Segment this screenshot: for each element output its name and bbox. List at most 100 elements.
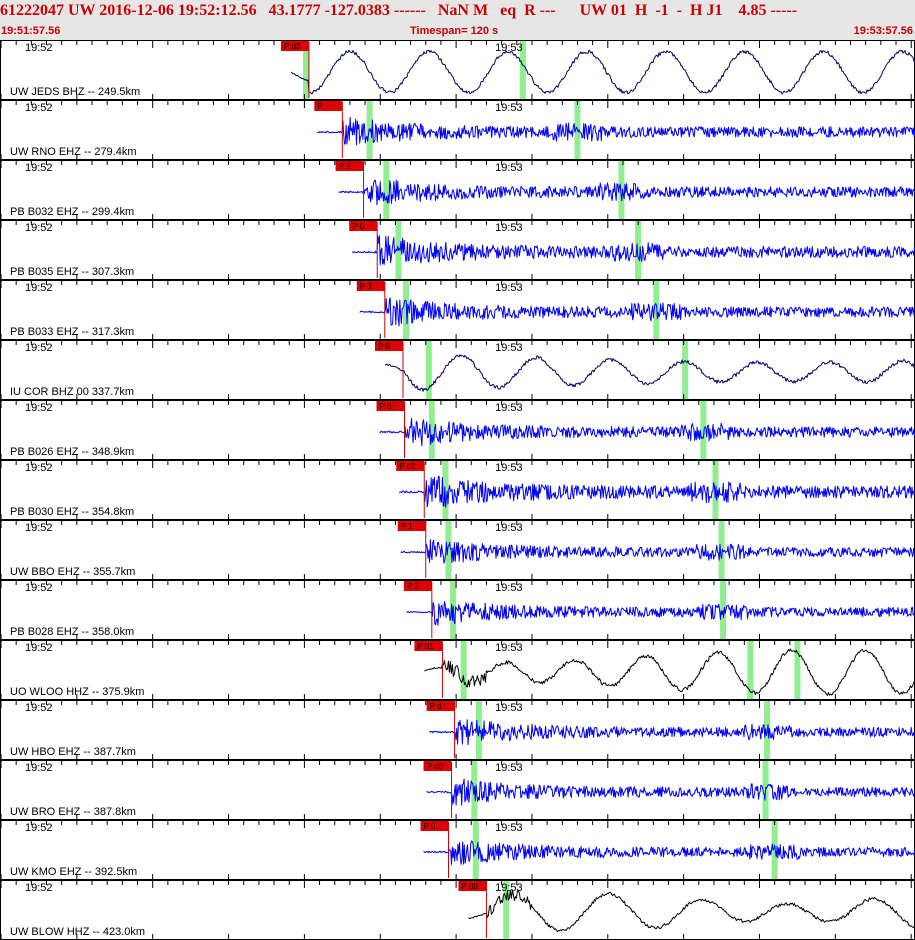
time-label-mid: 19:53 (495, 642, 523, 654)
station-label: UO WLOO HHZ -- 375.9km (10, 686, 144, 698)
station-label: PB B032 EHZ -- 299.4km (10, 206, 134, 218)
time-label-start: 19:52 (25, 162, 53, 174)
station-label: PB B028 EHZ -- 358.0km (10, 626, 134, 638)
time-label-mid: 19:53 (495, 702, 523, 714)
time-label-mid: 19:53 (495, 102, 523, 114)
time-label-start: 19:52 (25, 282, 53, 294)
waveform-trace (423, 840, 915, 865)
event-header: 61222047 UW 2016-12-06 19:52:12.56 43.17… (0, 0, 915, 41)
station-label: IU COR BHZ 00 337.7km (10, 386, 134, 398)
pick-label: P d1 (417, 642, 434, 651)
time-label-mid: 19:53 (495, 402, 523, 414)
phase-highlight (442, 461, 449, 519)
phase-highlight (747, 641, 754, 699)
trace-panel[interactable]: 19:52 19:53 P 2 PB B028 EHZ -- 358.0km (0, 580, 915, 640)
time-label-mid: 19:53 (495, 222, 523, 234)
trace-panel[interactable]: 19:52 19:53 P d UW HBO EHZ -- 387.7km (0, 700, 915, 760)
time-label-start: 19:52 (25, 822, 53, 834)
phase-highlight (682, 341, 689, 399)
phase-highlight (425, 341, 432, 399)
time-label-mid: 19:53 (495, 342, 523, 354)
time-label-mid: 19:53 (495, 882, 523, 894)
pick-label: P 0 (378, 342, 390, 351)
pick-label: P 0 (380, 402, 392, 411)
seismogram-panels[interactable]: 19:52 19:53 P d3 UW JEDS BHZ -- 249.5km 19:5… (0, 40, 915, 940)
pick-flag[interactable] (414, 641, 443, 651)
pick-flag[interactable] (423, 761, 452, 771)
station-label: PB B026 EHZ -- 348.9km (10, 446, 134, 458)
pick-flag[interactable] (403, 581, 432, 591)
pick-flag[interactable] (314, 101, 343, 111)
pick-flag[interactable] (356, 281, 385, 291)
waveform-trace (468, 889, 915, 933)
pick-flag[interactable] (376, 401, 405, 411)
pick-label: P d0 (427, 762, 444, 771)
pick-label: P 0 (352, 222, 364, 231)
end-time-label: 19:53:57.56 (853, 25, 913, 37)
pick-flag[interactable] (375, 341, 404, 351)
pick-flag[interactable] (396, 461, 425, 471)
time-label-mid: 19:53 (495, 522, 523, 534)
phase-highlight (428, 401, 435, 459)
phase-highlight (720, 581, 727, 639)
phase-highlight (653, 281, 660, 339)
trace-panel[interactable]: 19:52 19:53 P d3 UW JEDS BHZ -- 249.5km (0, 40, 915, 100)
trace-panel[interactable]: 19:52 19:53 P d1 UO WLOO HHZ -- 375.9km (0, 640, 915, 700)
waveform-trace (424, 648, 915, 696)
time-label-mid: 19:53 (495, 462, 523, 474)
phase-highlight (460, 641, 467, 699)
pick-label: P 0 (424, 822, 436, 831)
trace-panel[interactable]: 19:52 19:53 P 0 PB B026 EHZ -- 348.9km (0, 400, 915, 460)
pick-flag[interactable] (280, 41, 309, 51)
waveform-trace (317, 116, 915, 146)
trace-panel[interactable]: 19:52 19:53 P . UW RNO EHZ -- 279.4km (0, 100, 915, 160)
waveform-trace (429, 719, 915, 746)
station-label: PB B035 EHZ -- 307.3km (10, 266, 134, 278)
phase-highlight (519, 41, 526, 99)
pick-flag[interactable] (349, 221, 378, 231)
pick-label: P 2 (339, 162, 351, 171)
time-label-mid: 19:53 (495, 822, 523, 834)
waveform-trace (398, 475, 915, 508)
waveform-trace (426, 778, 915, 806)
trace-panel[interactable]: 19:52 19:53 P 2 PB B032 EHZ -- 299.4km (0, 160, 915, 220)
time-label-start: 19:52 (25, 582, 53, 594)
trace-panel[interactable]: 19:52 19:53 P 0 IU COR BHZ 00 337.7km (0, 340, 915, 400)
waveform-trace (338, 179, 915, 206)
trace-panel[interactable]: 19:52 19:53 P d0 UW BLOW HHZ -- 423.0km (0, 880, 915, 940)
trace-panel[interactable]: 19:52 19:53 P d0 UW BRO EHZ -- 387.8km (0, 760, 915, 820)
waveform-trace (400, 539, 915, 564)
waveform-trace (351, 235, 915, 266)
pick-flag[interactable] (420, 821, 449, 831)
time-label-start: 19:52 (25, 522, 53, 534)
trace-panel[interactable]: 19:52 19:53 P 0 UW KMO EHZ -- 392.5km (0, 820, 915, 880)
panel-border (0, 340, 915, 400)
station-label: UW BRO EHZ -- 387.8km (10, 806, 136, 818)
timespan-label: Timespan= 120 s (410, 25, 499, 37)
pick-flag[interactable] (397, 521, 426, 531)
trace-panel[interactable]: 19:52 19:53 P 1 UW BBO EHZ -- 355.7km (0, 520, 915, 580)
station-label: UW BBO EHZ -- 355.7km (10, 566, 135, 578)
station-label: UW RNO EHZ -- 279.4km (10, 146, 137, 158)
waveform-trace (385, 354, 915, 392)
phase-highlight (771, 821, 778, 879)
trace-panel[interactable]: 19:52 19:53 P 0 PB B035 EHZ -- 307.3km (0, 220, 915, 280)
pick-label: P d3 (284, 42, 301, 51)
time-label-mid: 19:53 (495, 282, 523, 294)
pick-flag[interactable] (426, 701, 455, 711)
pick-flag[interactable] (458, 881, 487, 891)
phase-highlight (302, 41, 309, 99)
trace-panel[interactable]: 19:52 19:53 P c2 PB B030 EHZ -- 354.8km (0, 460, 915, 520)
pick-flag[interactable] (335, 161, 364, 171)
pick-label: P c2 (399, 462, 415, 471)
time-label-start: 19:52 (25, 882, 53, 894)
pick-label: P d0 (461, 882, 478, 891)
station-label: UW BLOW HHZ -- 423.0km (10, 926, 145, 938)
trace-panel[interactable]: 19:52 19:53 P 3 PB B033 EHZ -- 317.3km (0, 280, 915, 340)
phase-highlight (618, 161, 625, 219)
time-label-mid: 19:53 (495, 42, 523, 54)
time-label-start: 19:52 (25, 702, 53, 714)
station-label: UW KMO EHZ -- 392.5km (10, 866, 137, 878)
station-label: UW JEDS BHZ -- 249.5km (10, 86, 140, 98)
seismogram-canvas[interactable]: 19:52 19:53 P d3 UW JEDS BHZ -- 249.5km 19:5… (0, 40, 915, 940)
